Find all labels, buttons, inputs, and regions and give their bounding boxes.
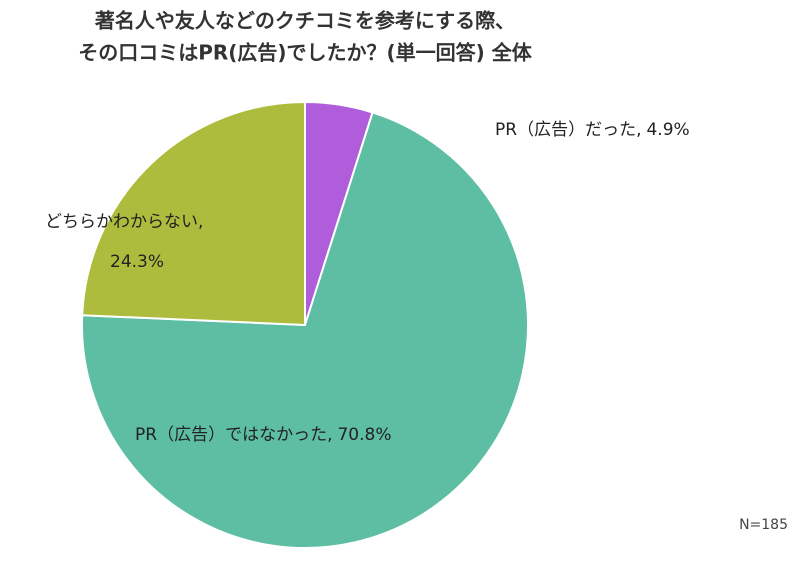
value-label: 24.3% bbox=[110, 252, 164, 272]
pie-slice bbox=[81, 111, 529, 549]
value-label: 4.9% bbox=[646, 120, 689, 140]
value-label: 70.8% bbox=[337, 425, 391, 445]
category-label: PR（広告）ではなかった, bbox=[135, 425, 332, 445]
chart-title: 著名人や友人などのクチコミを参考にする際、 bbox=[95, 9, 515, 33]
chart-title: その口コミはPR(広告)でしたか？(単一回答) 全体 bbox=[78, 41, 533, 65]
pie-slice bbox=[81, 100, 306, 327]
slice-label: どちらかわからない, bbox=[45, 212, 203, 232]
slice-label: PR（広告）ではなかった, 70.8% bbox=[135, 425, 391, 445]
sample-note: N=185 bbox=[739, 517, 788, 533]
category-label: PR（広告）だった, bbox=[495, 120, 641, 140]
slice-label: PR（広告）だった, 4.9% bbox=[495, 120, 690, 140]
category-label: どちらかわからない, bbox=[45, 212, 203, 232]
